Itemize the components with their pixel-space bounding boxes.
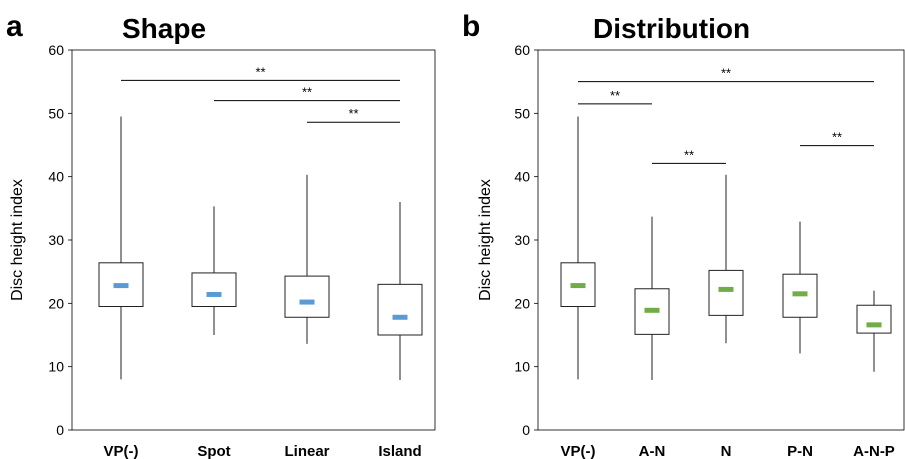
- panel-a-x-tick-label: Spot: [197, 443, 230, 459]
- panel-b-significance-label: **: [684, 147, 694, 162]
- panel-b-y-tick-label: 60: [514, 42, 530, 58]
- panel-b-median-mark: [570, 283, 586, 289]
- panel-a-significance-label: **: [302, 85, 312, 100]
- panel-a-box: [377, 283, 423, 336]
- panel-a-plot-frame: [71, 49, 436, 431]
- panel-a-x-tick-label: Linear: [284, 443, 329, 459]
- panel-b-median-mark: [644, 307, 660, 313]
- panel-a-letter: a: [6, 10, 23, 43]
- panel-a-significance-label: **: [255, 64, 265, 79]
- panel-a-x-tick-label: VP(-): [104, 443, 139, 459]
- panel-b-plot-content: 0 10 20 30 40 50 60 VP(-) A-N N P-N A-N-P ** ** ** **: [514, 42, 894, 459]
- panel-a-box: [284, 275, 330, 318]
- panel-b-plot-frame: [537, 49, 905, 431]
- panel-a-significance-label: **: [348, 106, 358, 121]
- panel-b-y-tick-label: 10: [514, 359, 530, 375]
- panel-a-median-mark: [113, 283, 129, 289]
- panel-a-y-tick-label: 20: [48, 295, 64, 311]
- panel-b-letter: b: [462, 10, 480, 43]
- panel-a-plot-content: 0 10 20 30 40 50 60 VP(-) Spot Linear Island ** ** **: [48, 42, 423, 459]
- panel-b-x-tick-label: A-N: [639, 443, 666, 459]
- panel-b: b Distribution Disc height index 0 10 20 30…: [462, 10, 905, 459]
- panel-b-title: Distribution: [593, 13, 750, 44]
- panel-a-median-mark: [299, 299, 315, 305]
- panel-a-y-tick-label: 60: [48, 42, 64, 58]
- panel-b-median-mark: [718, 286, 734, 292]
- panel-a-median-mark: [206, 291, 222, 297]
- panel-a-y-tick-label: 50: [48, 105, 64, 121]
- panel-b-median-mark: [866, 322, 882, 328]
- panel-b-y-tick-label: 40: [514, 169, 530, 185]
- panel-b-x-tick-label: P-N: [787, 443, 813, 459]
- panel-b-significance-label: **: [832, 130, 842, 145]
- panel-b-significance-label: **: [721, 66, 731, 81]
- panel-b-x-tick-label: VP(-): [561, 443, 596, 459]
- panel-b-box: [856, 304, 892, 334]
- panel-b-y-tick-label: 50: [514, 105, 530, 121]
- panel-b-x-tick-label: A-N-P: [853, 443, 895, 459]
- panel-b-y-axis-label: Disc height index: [477, 179, 494, 301]
- panel-b-significance-label: **: [610, 88, 620, 103]
- panel-a-y-tick-label: 40: [48, 169, 64, 185]
- panel-b-y-tick-label: 20: [514, 295, 530, 311]
- panel-a-title: Shape: [122, 13, 206, 44]
- panel-a-median-mark: [392, 314, 408, 320]
- panel-a: a Shape Disc height index 0 10 20 30 40 50 60 V…: [6, 10, 436, 459]
- panel-a-y-tick-label: 30: [48, 232, 64, 248]
- panel-a-y-tick-label: 0: [56, 422, 64, 438]
- panel-b-median-mark: [792, 291, 808, 297]
- panel-a-box: [191, 272, 237, 307]
- panel-b-x-tick-label: N: [721, 443, 732, 459]
- panel-a-y-axis-label: Disc height index: [9, 179, 26, 301]
- panel-a-x-tick-label: Island: [378, 443, 421, 459]
- panel-b-box: [708, 269, 744, 316]
- panel-b-y-tick-label: 0: [522, 422, 530, 438]
- panel-b-y-tick-label: 30: [514, 232, 530, 248]
- panel-a-box: [98, 262, 144, 307]
- panel-a-y-tick-label: 10: [48, 359, 64, 375]
